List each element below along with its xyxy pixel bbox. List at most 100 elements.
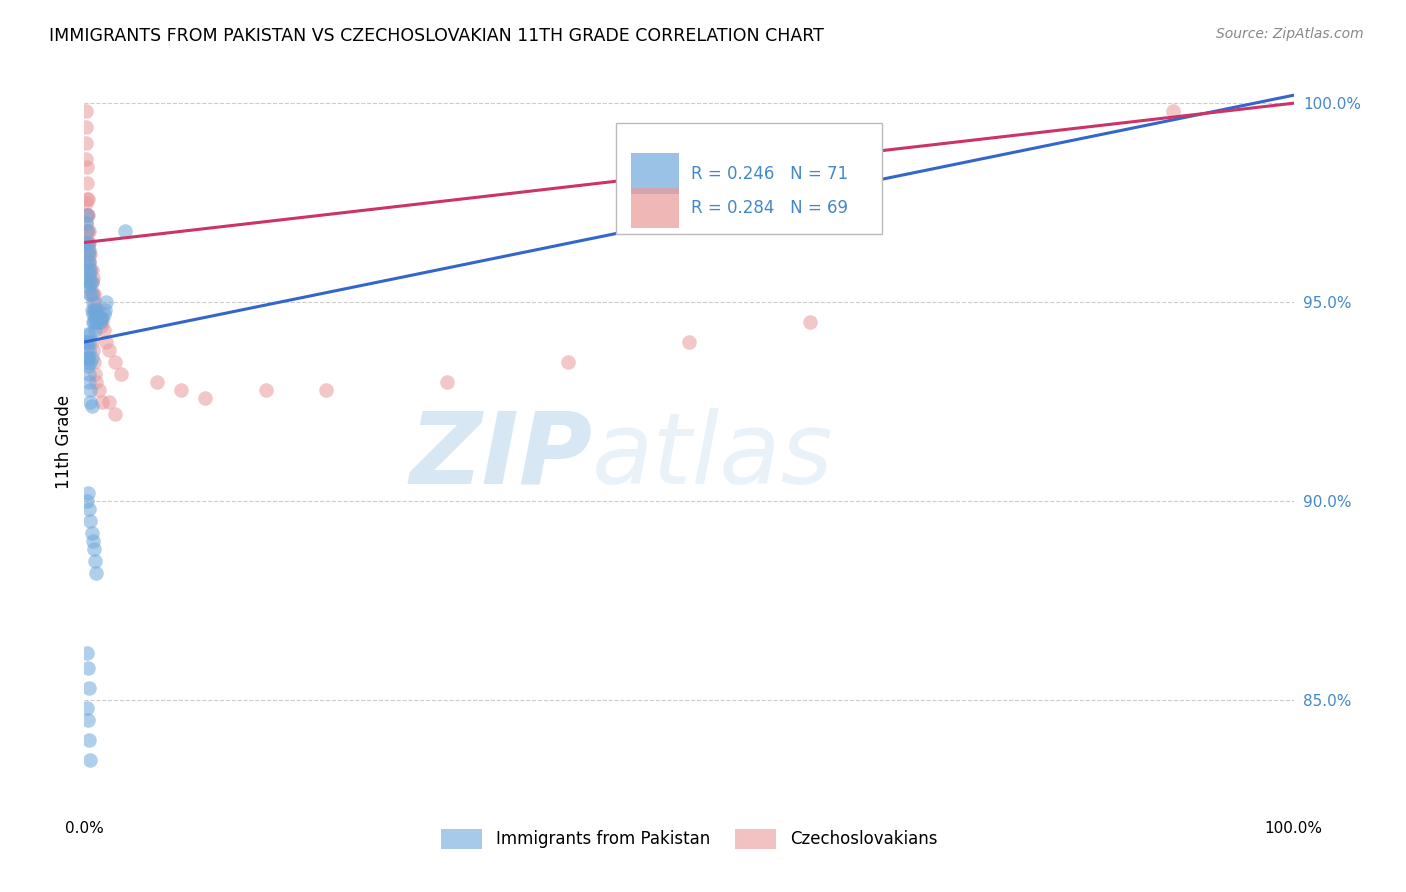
Point: [75, 136, 97, 150]
Point: [80, 276, 103, 290]
Point: [194, 391, 217, 405]
Point: [76, 223, 98, 237]
Point: [82, 534, 104, 549]
Point: [76, 343, 98, 357]
Point: [75, 334, 97, 349]
Point: [84, 311, 107, 326]
Point: [678, 334, 700, 349]
Point: [110, 367, 132, 381]
Point: [86, 303, 108, 318]
Text: Source: ZipAtlas.com: Source: ZipAtlas.com: [1216, 27, 1364, 41]
Point: [80, 399, 103, 413]
Point: [77, 235, 100, 250]
Point: [82, 307, 104, 321]
Point: [436, 375, 458, 389]
Text: ZIP: ZIP: [409, 408, 592, 505]
Point: [82, 295, 104, 310]
Point: [77, 192, 100, 206]
Point: [89, 311, 111, 326]
Point: [79, 263, 101, 277]
Point: [79, 514, 101, 528]
Point: [91, 394, 114, 409]
Point: [146, 375, 169, 389]
Point: [86, 375, 108, 389]
Point: [114, 223, 136, 237]
Point: [79, 327, 101, 342]
Point: [76, 176, 98, 190]
Point: [79, 753, 101, 767]
Point: [91, 311, 114, 326]
Point: [77, 343, 100, 357]
Point: [76, 235, 98, 250]
Point: [77, 502, 100, 516]
Y-axis label: 11th Grade: 11th Grade: [55, 394, 73, 489]
Point: [83, 315, 105, 329]
Point: [104, 355, 127, 369]
Point: [1161, 104, 1184, 119]
Point: [76, 192, 98, 206]
Point: [75, 152, 97, 166]
Point: [87, 311, 110, 326]
Point: [83, 303, 105, 318]
Point: [90, 319, 112, 334]
Point: [82, 271, 104, 285]
Point: [89, 315, 111, 329]
Point: [80, 351, 103, 365]
Point: [76, 355, 98, 369]
Point: [315, 383, 337, 397]
Point: [76, 701, 98, 715]
Point: [86, 315, 108, 329]
Point: [82, 287, 104, 301]
Point: [77, 351, 100, 365]
Point: [76, 646, 98, 660]
Point: [76, 208, 98, 222]
Point: [77, 255, 100, 269]
Point: [77, 661, 100, 675]
Point: [93, 323, 115, 337]
Point: [86, 303, 108, 318]
Point: [77, 351, 100, 365]
Point: [77, 367, 100, 381]
Point: [82, 315, 104, 329]
Point: [76, 160, 98, 174]
Point: [97, 394, 120, 409]
Point: [77, 359, 100, 373]
Point: [77, 268, 100, 282]
Text: IMMIGRANTS FROM PAKISTAN VS CZECHOSLOVAKIAN 11TH GRADE CORRELATION CHART: IMMIGRANTS FROM PAKISTAN VS CZECHOSLOVAK…: [49, 27, 824, 45]
Point: [80, 287, 103, 301]
Point: [79, 355, 101, 369]
Point: [77, 733, 100, 747]
Point: [77, 713, 100, 727]
Point: [77, 255, 100, 269]
Text: atlas: atlas: [592, 408, 834, 505]
Point: [76, 255, 98, 269]
Point: [75, 120, 97, 134]
Point: [77, 263, 100, 277]
Point: [75, 216, 97, 230]
Bar: [616, 123, 883, 235]
Point: [80, 263, 103, 277]
Point: [75, 235, 97, 250]
Point: [77, 247, 100, 261]
Point: [104, 407, 127, 421]
Point: [77, 235, 100, 250]
Point: [77, 223, 100, 237]
Point: [77, 235, 100, 250]
Point: [75, 216, 97, 230]
Point: [91, 315, 114, 329]
Point: [84, 323, 107, 337]
Point: [94, 295, 117, 310]
Point: [77, 681, 100, 696]
Point: [84, 295, 107, 310]
Point: [80, 334, 103, 349]
Point: [75, 195, 97, 210]
Point: [77, 247, 100, 261]
Point: [94, 334, 117, 349]
Point: [80, 303, 103, 318]
Point: [94, 303, 117, 318]
Point: [83, 355, 105, 369]
Point: [557, 355, 579, 369]
Point: [80, 526, 103, 541]
Bar: [631, 187, 679, 228]
Point: [77, 375, 100, 389]
